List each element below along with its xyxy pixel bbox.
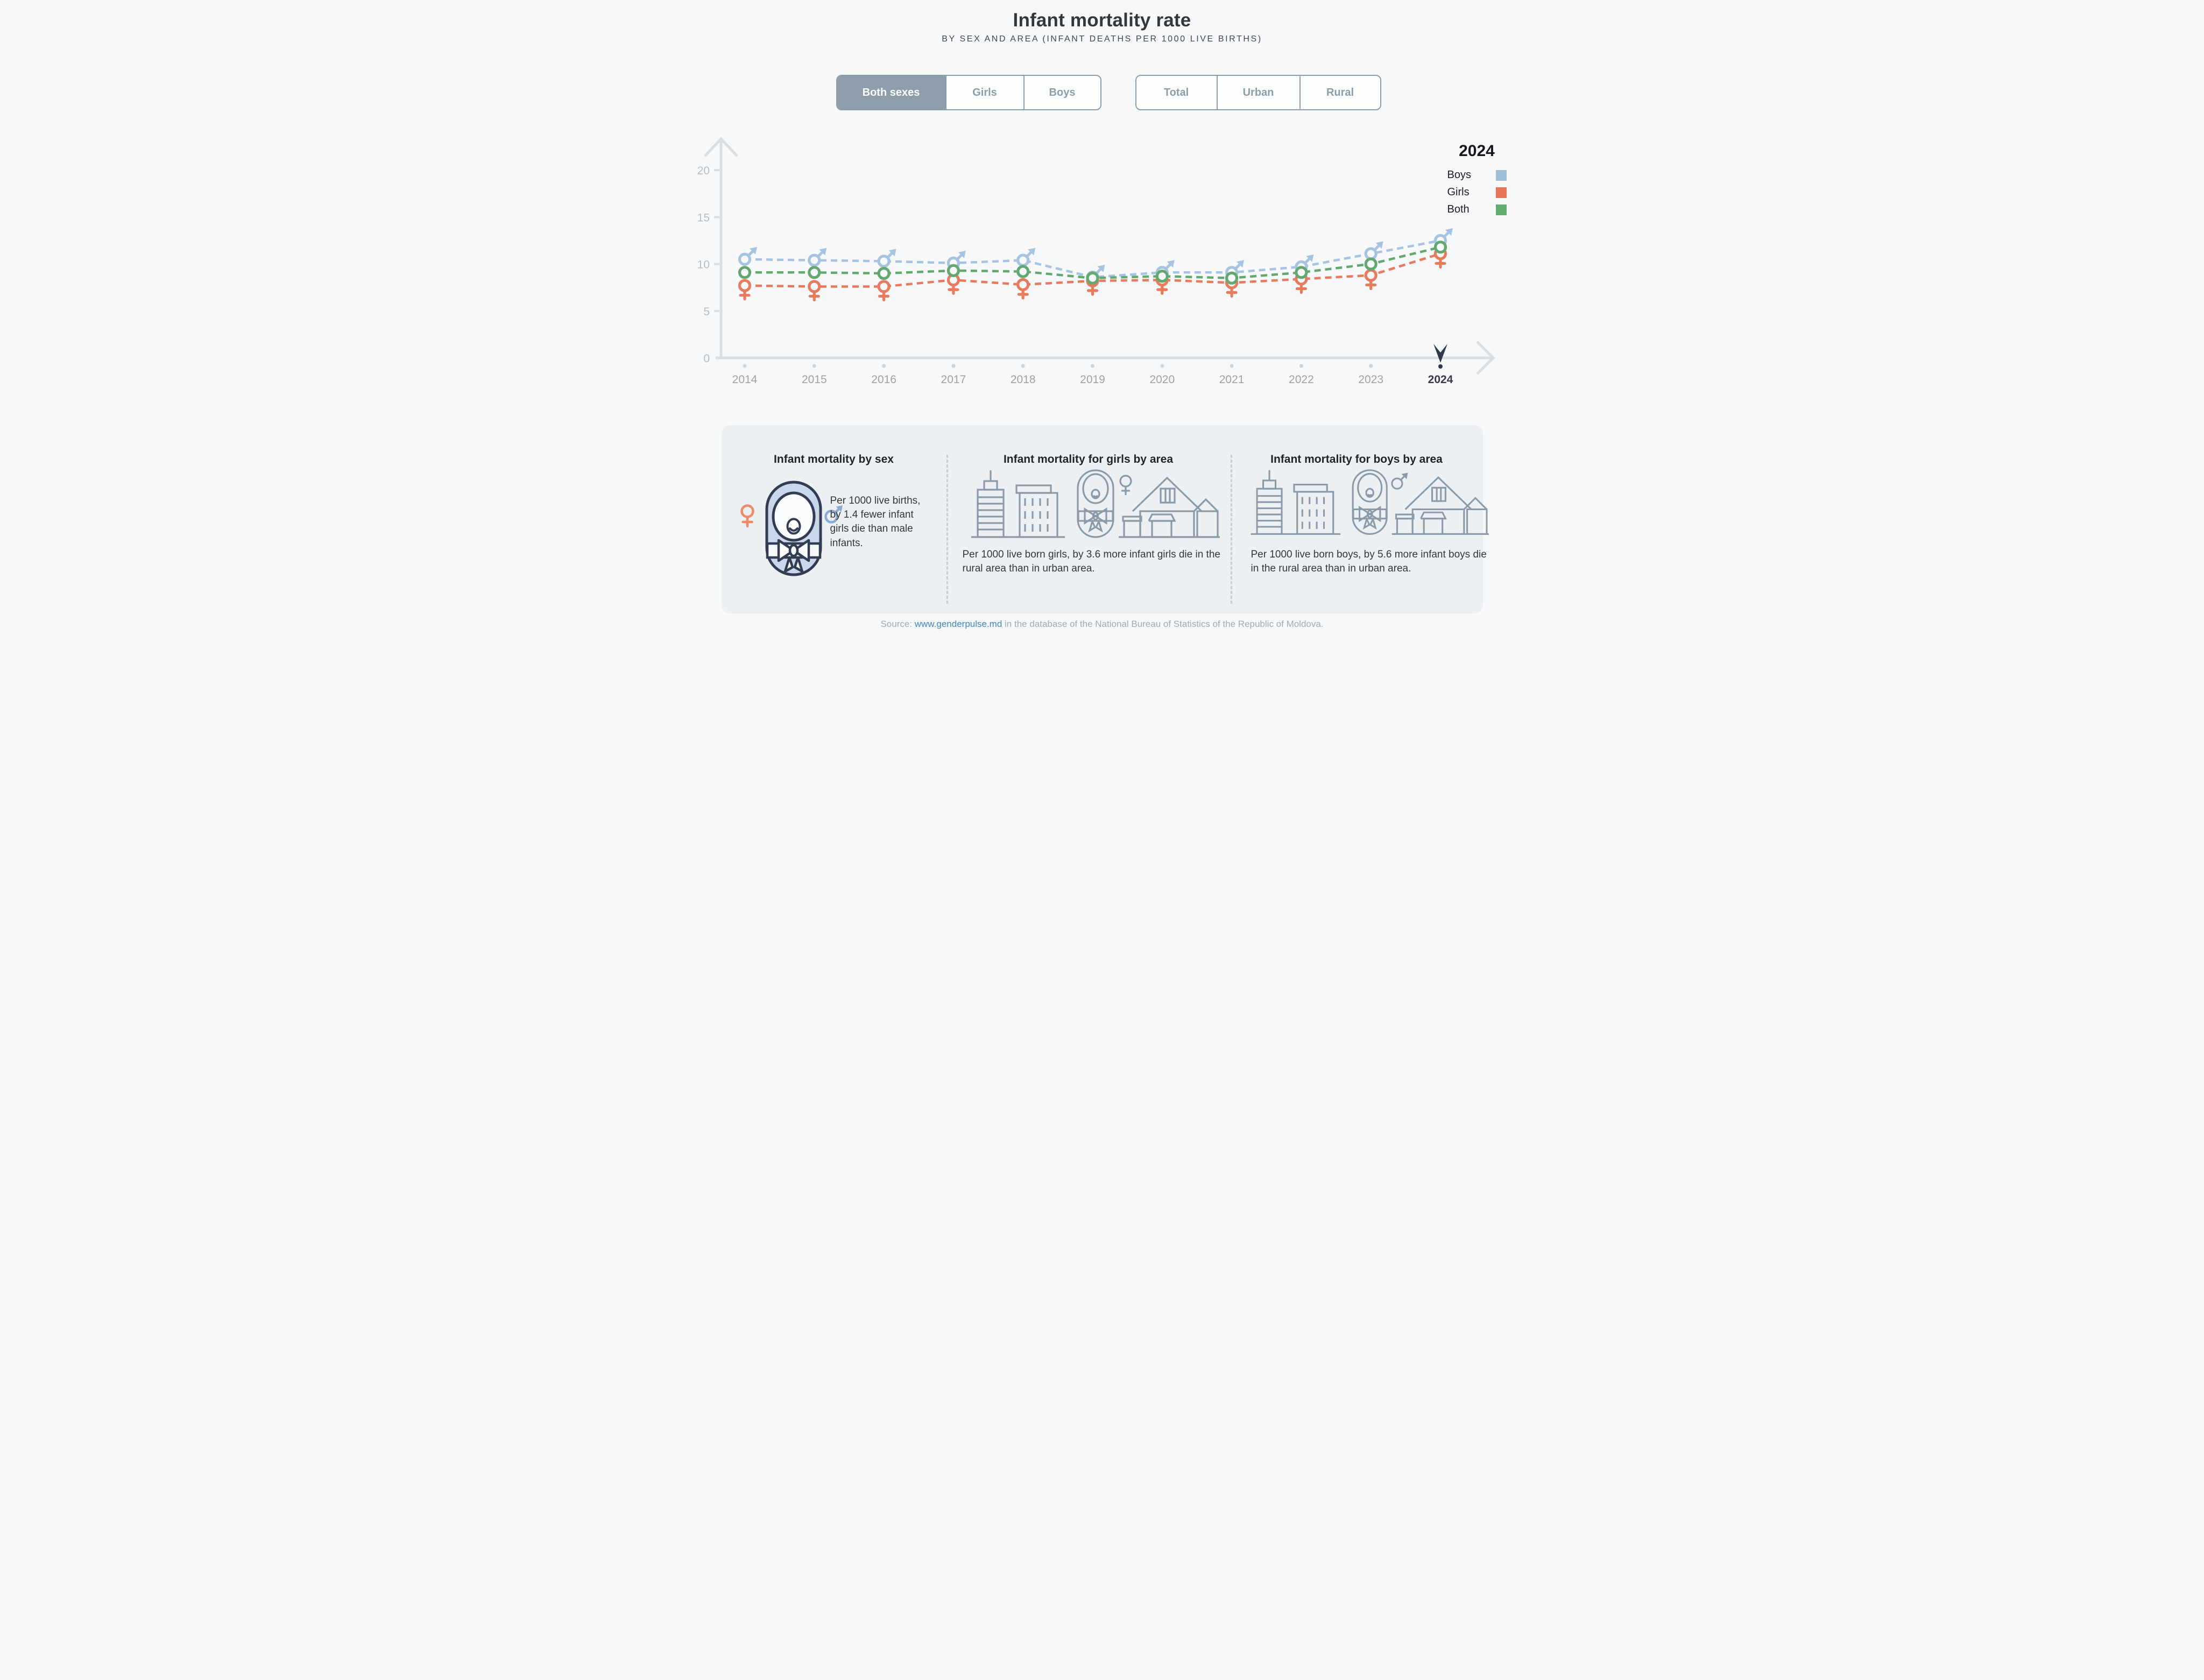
page: Infant mortality rate BY SEX AND AREA (I… (687, 0, 1517, 633)
sex-filter-group: Both sexes Girls Boys (836, 75, 1101, 110)
legend-item-boys: Boys (1447, 169, 1507, 181)
source-suffix: in the database of the National Bureau o… (1002, 619, 1324, 629)
svg-text:2017: 2017 (941, 373, 966, 386)
svg-text:2022: 2022 (1289, 373, 1314, 386)
card-text-by-sex: Per 1000 live births, by 1.4 fewer infan… (830, 495, 921, 549)
source-line: Source: www.genderpulse.md in the databa… (687, 619, 1517, 630)
female-icon (740, 504, 754, 528)
female-icon (1119, 475, 1132, 495)
card-divider (946, 455, 948, 604)
area-filter-group: Total Urban Rural (1135, 75, 1381, 110)
svg-text:10: 10 (697, 259, 709, 271)
source-prefix: Source: (880, 619, 915, 629)
rural-house-icon (1391, 476, 1489, 535)
legend-year: 2024 (1459, 142, 1495, 160)
svg-text:2014: 2014 (732, 373, 757, 386)
area-filter-total-button[interactable]: Total (1136, 76, 1218, 109)
svg-text:2020: 2020 (1149, 373, 1175, 386)
sex-filter-boys-button[interactable]: Boys (1024, 76, 1100, 109)
legend-item-both: Both (1447, 203, 1507, 216)
legend-label: Both (1447, 203, 1470, 215)
svg-text:2019: 2019 (1080, 373, 1105, 386)
city-buildings-icon (971, 470, 1065, 538)
card-text-boys-area: Per 1000 live born boys, by 5.6 more inf… (1251, 549, 1487, 575)
baby-by-sex-icon (740, 481, 843, 576)
card-title-girls-area: Infant mortality for girls by area (1003, 453, 1174, 465)
male-icon (824, 505, 843, 524)
city-buildings-icon (1251, 470, 1340, 535)
source-link[interactable]: www.genderpulse.md (914, 619, 1002, 629)
svg-text:15: 15 (697, 211, 709, 224)
page-title: Infant mortality rate (1013, 10, 1191, 31)
swaddled-baby-icon (1352, 469, 1388, 535)
swaddled-baby-icon (1076, 469, 1114, 538)
sex-filter-girls-button[interactable]: Girls (946, 76, 1025, 109)
girls-swatch-icon (1495, 187, 1507, 198)
card-text-girls-area: Per 1000 live born girls, by 3.6 more in… (962, 549, 1220, 575)
rural-house-icon (1118, 476, 1220, 538)
boys-swatch-icon (1495, 170, 1507, 181)
svg-text:2024: 2024 (1428, 373, 1453, 386)
card-divider (1230, 455, 1232, 604)
legend-label: Girls (1447, 186, 1470, 198)
svg-text:0: 0 (703, 352, 710, 365)
swaddled-baby-icon (765, 481, 822, 576)
chart-legend: 2024 Boys Girls Both (1447, 142, 1507, 221)
page-subtitle: BY SEX AND AREA (INFANT DEATHS PER 1000 … (942, 34, 1262, 44)
svg-text:2018: 2018 (1010, 373, 1035, 386)
girls-urban-rural-icon (971, 469, 1220, 538)
card-title-boys-area: Infant mortality for boys by area (1270, 453, 1443, 465)
svg-text:2021: 2021 (1219, 373, 1244, 386)
insights-panel: Infant mortality by sex (721, 425, 1489, 613)
boys-urban-rural-icon (1251, 469, 1489, 535)
sex-filter-both-sexes-button[interactable]: Both sexes (837, 76, 946, 109)
male-icon (1390, 472, 1408, 490)
area-filter-rural-button[interactable]: Rural (1300, 76, 1380, 109)
svg-text:5: 5 (703, 306, 710, 318)
svg-text:2015: 2015 (801, 373, 826, 386)
svg-text:2016: 2016 (871, 373, 896, 386)
legend-label: Boys (1447, 169, 1471, 181)
svg-text:2023: 2023 (1358, 373, 1383, 386)
svg-text:20: 20 (697, 165, 709, 177)
line-chart: 0 5 10 15 20 2014 2015 2016 2017 2018 2019 2020 2021… (697, 137, 1495, 386)
area-filter-urban-button[interactable]: Urban (1217, 76, 1301, 109)
both-swatch-icon (1495, 204, 1507, 215)
card-title-by-sex: Infant mortality by sex (774, 453, 894, 465)
legend-item-girls: Girls (1447, 186, 1507, 199)
